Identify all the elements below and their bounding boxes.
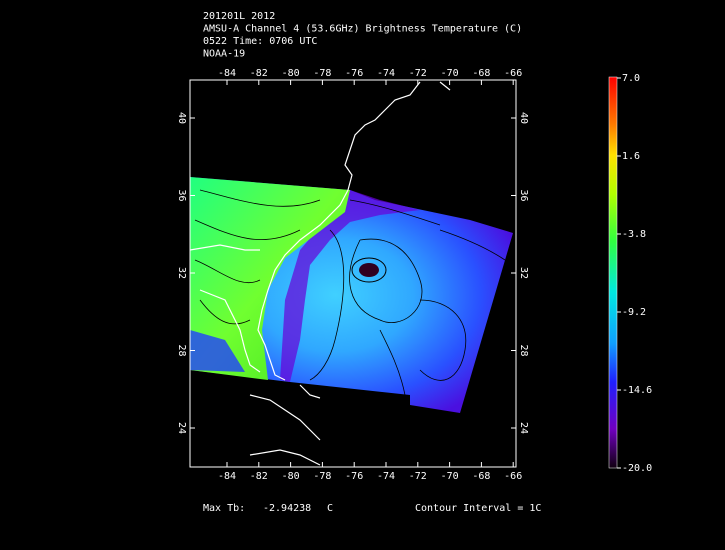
y-tick-label-right: 24 [518, 422, 529, 434]
colorbar-label: 7.0 [622, 73, 640, 84]
x-tick-label-bottom: -74 [377, 471, 395, 482]
storm-eye-ring [351, 257, 387, 283]
x-tick-label-bottom: -82 [250, 471, 268, 482]
y-tick-label-left: 32 [176, 267, 187, 279]
x-tick-label-bottom: -72 [409, 471, 427, 482]
y-tick-label-left: 40 [176, 112, 187, 124]
colorbar-label: -9.2 [622, 307, 646, 318]
x-tick-label-top: -72 [409, 68, 427, 79]
contours [194, 189, 506, 396]
max-unit: C [327, 503, 333, 514]
header-line: NOAA-19 [203, 49, 245, 60]
swath-sw-cool [190, 330, 245, 372]
x-tick-label-top: -70 [441, 68, 459, 79]
x-tick-label-top: -68 [472, 68, 490, 79]
x-tick-label-top: -66 [504, 68, 522, 79]
storm-eye [359, 263, 379, 277]
header-line: 201201L 2012 [203, 11, 275, 22]
coastline [190, 81, 451, 466]
max-label: Max Tb: [203, 503, 245, 514]
colorbar-labels: 7.0 1.6 -3.8 -9.2 -14.6 -20.0 [617, 73, 652, 474]
header: 201201L 2012 AMSU-A Channel 4 (53.6GHz) B… [203, 11, 522, 60]
y-tick-label-right: 40 [518, 112, 529, 124]
colorbar-label: -14.6 [622, 385, 652, 396]
x-tick-label-top: -78 [313, 68, 331, 79]
swath-land [190, 177, 350, 380]
y-tick-label-left: 24 [176, 422, 187, 434]
colorbar-label: -3.8 [622, 229, 646, 240]
header-line: 0522 Time: 0706 UTC [203, 36, 317, 47]
y-tick-label-right: 32 [518, 267, 529, 279]
colorbar [608, 76, 618, 469]
x-tick-label-top: -80 [282, 68, 300, 79]
y-tick-label-left: 28 [176, 344, 187, 356]
x-tick-label-bottom: -76 [345, 471, 363, 482]
x-tick-label-top: -84 [218, 68, 236, 79]
x-tick-label-top: -74 [377, 68, 395, 79]
map-area [190, 81, 513, 466]
x-tick-label-bottom: -80 [282, 471, 300, 482]
y-tick-label-right: 28 [518, 344, 529, 356]
max-value: -2.94238 [263, 503, 311, 514]
x-tick-label-bottom: -66 [504, 471, 522, 482]
header-line: AMSU-A Channel 4 (53.6GHz) Brightness Te… [203, 24, 522, 35]
x-tick-label-top: -82 [250, 68, 268, 79]
x-tick-label-bottom: -78 [313, 471, 331, 482]
swath-cool-band [280, 190, 420, 382]
x-tick-label-bottom: -84 [218, 471, 236, 482]
x-tick-label-bottom: -70 [441, 471, 459, 482]
x-tick-label-bottom: -68 [472, 471, 490, 482]
y-tick-label-left: 36 [176, 189, 187, 201]
x-tick-label-top: -76 [345, 68, 363, 79]
map-ticks: -84 -84 -82 -82 -80 -80 -78 -78 -76 -76 -74 -74 -72 -… [176, 68, 529, 482]
y-tick-label-right: 36 [518, 189, 529, 201]
colorbar-label: -20.0 [622, 463, 652, 474]
colorbar-label: 1.6 [622, 151, 640, 162]
contour-interval: Contour Interval = 1C [415, 503, 541, 514]
